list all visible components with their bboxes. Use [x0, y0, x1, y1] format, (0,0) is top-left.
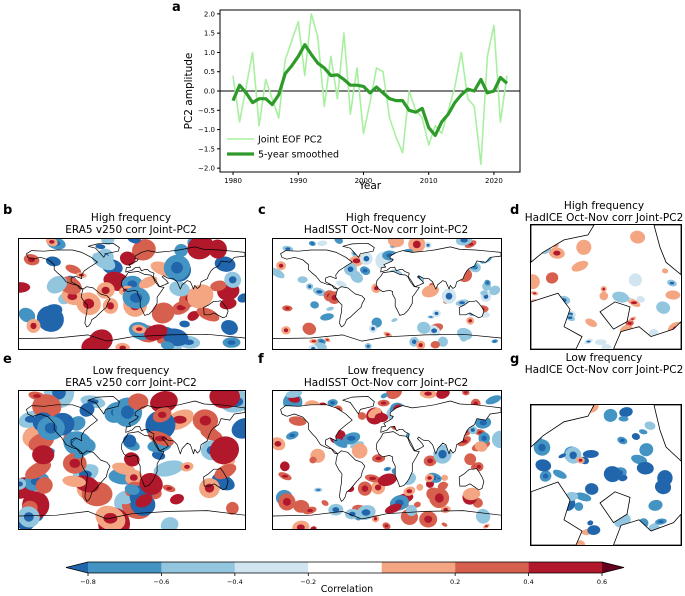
panel-g-map [530, 404, 682, 546]
colorbar-label: Correlation [321, 584, 373, 595]
colorbar-segment [161, 562, 235, 573]
panel-label-a: a [172, 0, 181, 15]
colorbar-tick-label: −0.6 [154, 578, 170, 586]
y-tick-label: 1.0 [204, 49, 215, 57]
colorbar-segment [455, 562, 529, 573]
legend-label-smoothed: 5-year smoothed [258, 150, 339, 161]
panel-d-map [530, 224, 682, 350]
panel-e-title: Low frequency ERA5 v250 corr Joint-PC2 [18, 365, 244, 389]
colorbar-tick-label: 0.4 [523, 578, 533, 586]
correlation-colorbar: −0.8−0.6−0.4−0.20.20.40.60.8 Correlation [65, 561, 625, 595]
panel-label-g: g [510, 352, 520, 367]
x-tick-label: 1990 [289, 177, 307, 185]
y-tick-label: 1.5 [204, 30, 215, 38]
x-tick-label: 2020 [485, 177, 503, 185]
panel-b-map [18, 238, 246, 350]
y-tick-label: −0.5 [198, 107, 215, 115]
pc2-timeseries-chart: 1980 1990 2000 2010 2020 −2.0 −1.5 −1.0 −0.5 0.0… [183, 9, 521, 190]
coastline-b [19, 242, 245, 342]
colorbar-tick-label: 0.6 [597, 578, 607, 586]
panel-label-d: d [510, 203, 520, 218]
colorbar-tick-label: −0.8 [80, 578, 96, 586]
coastline-f [273, 396, 501, 520]
coastline-d [531, 225, 681, 349]
colorbar-segment [234, 562, 309, 573]
panel-c-map [272, 238, 502, 350]
panel-e-map [18, 390, 246, 530]
panel-e-title-line1: Low frequency [92, 365, 170, 377]
panel-label-e: e [3, 352, 12, 367]
panel-label-f: f [258, 352, 264, 367]
y-tick-label: 0.0 [204, 88, 215, 96]
panel-e-title-line2: ERA5 v250 corr Joint-PC2 [65, 377, 197, 389]
panel-g-title-line2: HadICE Oct-Nov corr Joint-PC2 [524, 364, 684, 376]
coastline-c [273, 242, 501, 342]
colorbar-tick-label: −0.2 [300, 578, 316, 586]
panel-d-title: High frequency HadICE Oct-Nov corr Joint… [524, 200, 684, 224]
panel-f-map [272, 390, 502, 530]
x-axis-label: Year [358, 180, 382, 190]
coastline-g [531, 405, 681, 545]
series-line-joint-eof-pc2 [232, 13, 508, 166]
colorbar-tick-label: 0.2 [450, 578, 460, 586]
correlation-field-e [19, 391, 245, 529]
y-tick-label: 2.0 [204, 10, 215, 18]
panel-g-title: Low frequency HadICE Oct-Nov corr Joint-… [524, 352, 684, 376]
panel-b-title: High frequency ERA5 v250 corr Joint-PC2 [18, 212, 244, 236]
panel-c-title-line2: HadISST Oct-Nov corr Joint-PC2 [303, 224, 469, 236]
y-tick-label: −2.0 [198, 165, 215, 173]
colorbar-segment [381, 562, 456, 573]
y-axis-label: PC2 amplitude [183, 53, 195, 130]
y-tick-label: −1.5 [198, 145, 215, 153]
x-tick-label: 2000 [355, 177, 373, 185]
panel-f-title-line2: HadISST Oct-Nov corr Joint-PC2 [303, 377, 469, 389]
panel-label-c: c [258, 203, 266, 218]
colorbar-tick-label: −0.4 [227, 578, 243, 586]
y-tick-label: 0.5 [204, 68, 215, 76]
colorbar-segment [308, 562, 382, 573]
legend-label-joint-eof: Joint EOF PC2 [257, 135, 322, 146]
series-line-5yr-smoothed [231, 43, 509, 138]
y-tick-label: −1.0 [198, 126, 215, 134]
x-tick-label: 1980 [224, 177, 242, 185]
panel-d-title-line2: HadICE Oct-Nov corr Joint-PC2 [524, 212, 684, 224]
panel-f-title: Low frequency HadISST Oct-Nov corr Joint… [272, 365, 500, 389]
correlation-field-b [19, 239, 245, 349]
colorbar-segment [88, 562, 162, 573]
colorbar-extend-low [66, 562, 88, 573]
panel-b-title-line1: High frequency [90, 212, 172, 224]
coastline-e [19, 396, 245, 520]
panel-b-title-line2: ERA5 v250 corr Joint-PC2 [65, 224, 197, 236]
panel-f-title-line1: Low frequency [347, 365, 425, 377]
chart-legend: Joint EOF PC2 5-year smoothed [227, 135, 339, 161]
land-mask [280, 396, 501, 502]
panel-d-title-line1: High frequency [563, 200, 645, 212]
panel-label-b: b [3, 203, 13, 218]
panel-c-title: High frequency HadISST Oct-Nov corr Join… [272, 212, 500, 236]
colorbar-extend-high [602, 562, 624, 573]
panel-c-title-line1: High frequency [345, 212, 427, 224]
colorbar-segment [528, 562, 602, 573]
panel-g-title-line1: Low frequency [565, 352, 643, 364]
land-mask [280, 243, 501, 327]
x-tick-label: 2010 [420, 177, 438, 185]
